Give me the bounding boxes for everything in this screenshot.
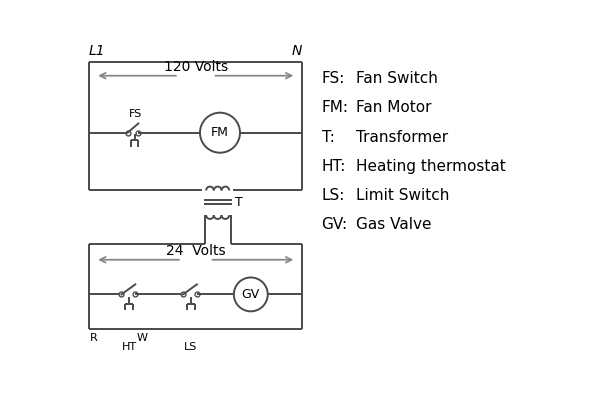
Text: Heating thermostat: Heating thermostat (356, 159, 506, 174)
Text: T: T (235, 196, 243, 208)
Text: GV:: GV: (322, 218, 348, 232)
Text: Fan Motor: Fan Motor (356, 100, 432, 115)
Text: GV: GV (242, 288, 260, 301)
Text: 24  Volts: 24 Volts (166, 244, 225, 258)
Text: N: N (292, 44, 302, 58)
Text: 120 Volts: 120 Volts (163, 60, 228, 74)
Text: FM:: FM: (322, 100, 349, 115)
Text: T:: T: (322, 130, 335, 145)
Text: W: W (137, 333, 148, 343)
Text: Fan Switch: Fan Switch (356, 71, 438, 86)
Text: Gas Valve: Gas Valve (356, 218, 432, 232)
Text: FS:: FS: (322, 71, 345, 86)
Text: FS: FS (129, 109, 142, 119)
Text: HT:: HT: (322, 159, 346, 174)
Text: LS:: LS: (322, 188, 345, 203)
Text: Limit Switch: Limit Switch (356, 188, 450, 203)
Text: LS: LS (184, 342, 198, 352)
Text: R: R (90, 333, 97, 343)
Text: L1: L1 (89, 44, 106, 58)
Text: FM: FM (211, 126, 229, 139)
Text: Transformer: Transformer (356, 130, 448, 145)
Text: HT: HT (122, 342, 137, 352)
